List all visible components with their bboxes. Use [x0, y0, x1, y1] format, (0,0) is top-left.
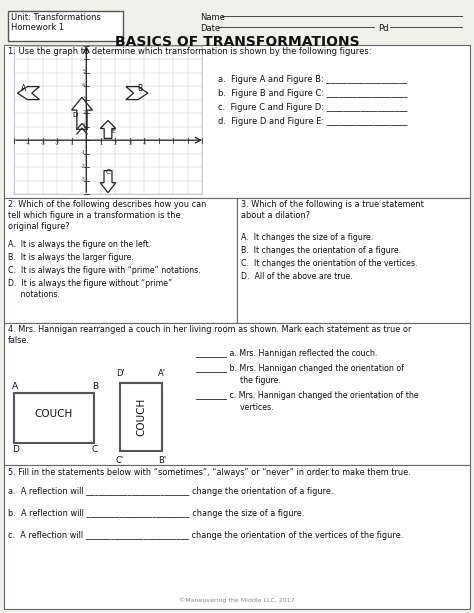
Text: ________ b. Mrs. Hannigan changed the orientation of: ________ b. Mrs. Hannigan changed the or…	[195, 364, 404, 373]
Text: C.  It changes the orientation of the vertices.: C. It changes the orientation of the ver…	[241, 259, 418, 268]
Text: ©Maneuvering the Middle LLC, 2017: ©Maneuvering the Middle LLC, 2017	[179, 597, 295, 603]
Text: 2: 2	[114, 141, 117, 146]
Text: 1: 1	[99, 141, 102, 146]
Bar	[14, 393, 94, 443]
Text: -3: -3	[40, 141, 46, 146]
Text: D: D	[12, 445, 19, 454]
Text: B.  It is always the larger figure.: B. It is always the larger figure.	[8, 253, 134, 262]
Text: c.  A reflection will _________________________ change the orientation of the ve: c. A reflection will ___________________…	[8, 531, 403, 540]
Text: C: C	[106, 169, 110, 175]
Text: 4: 4	[82, 83, 85, 88]
Text: Pd: Pd	[378, 24, 389, 33]
Text: b.  Figure B and Figure C: ___________________: b. Figure B and Figure C: ______________…	[218, 89, 408, 98]
Text: ________ a. Mrs. Hannigan reflected the couch.: ________ a. Mrs. Hannigan reflected the …	[195, 349, 377, 358]
Text: Date: Date	[200, 24, 220, 33]
Text: -3: -3	[81, 177, 85, 182]
Bar	[4, 45, 470, 198]
Text: A: A	[21, 84, 26, 93]
Text: Name: Name	[200, 13, 225, 22]
Text: 3: 3	[128, 141, 131, 146]
Text: 3. Which of the following is a true statement
about a dilation?: 3. Which of the following is a true stat…	[241, 200, 424, 220]
Text: 3: 3	[82, 96, 85, 101]
Text: 4. Mrs. Hannigan rearranged a couch in her living room as shown. Mark each state: 4. Mrs. Hannigan rearranged a couch in h…	[8, 325, 411, 345]
Text: ________ c. Mrs. Hannigan changed the orientation of the: ________ c. Mrs. Hannigan changed the or…	[195, 391, 419, 400]
Text: C: C	[92, 445, 98, 454]
Text: 5: 5	[82, 69, 85, 74]
Text: D: D	[73, 112, 78, 118]
Bar	[4, 323, 470, 465]
Text: -2: -2	[55, 141, 60, 146]
Text: COUCH: COUCH	[136, 398, 146, 436]
Text: 1. Use the graph to determine which transformation is shown by the following fig: 1. Use the graph to determine which tran…	[8, 47, 372, 56]
Text: -1: -1	[81, 150, 85, 155]
Text: A.  It is always the figure on the left.: A. It is always the figure on the left.	[8, 240, 151, 249]
Text: 2. Which of the following describes how you can
tell which figure in a transform: 2. Which of the following describes how …	[8, 200, 206, 231]
Text: D.  It is always the figure without “prime”
     notations.: D. It is always the figure without “prim…	[8, 279, 172, 299]
Text: Homework 1: Homework 1	[11, 23, 64, 32]
Bar	[120, 383, 162, 451]
Bar	[4, 198, 237, 323]
Text: a.  A reflection will _________________________ change the orientation of a figu: a. A reflection will ___________________…	[8, 487, 333, 496]
Text: C.  It is always the figure with “prime” notations.: C. It is always the figure with “prime” …	[8, 266, 201, 275]
Text: 2: 2	[82, 110, 85, 115]
Text: B: B	[92, 382, 98, 391]
Text: d.  Figure D and Figure E: ___________________: d. Figure D and Figure E: ______________…	[218, 117, 408, 126]
Text: A.  It changes the size of a figure.: A. It changes the size of a figure.	[241, 233, 373, 242]
Text: Unit: Transformations: Unit: Transformations	[11, 13, 101, 22]
Text: -4: -4	[26, 141, 31, 146]
Text: BASICS OF TRANSFORMATIONS: BASICS OF TRANSFORMATIONS	[115, 35, 359, 49]
Text: A: A	[12, 382, 18, 391]
Text: D': D'	[116, 369, 125, 378]
Text: the figure.: the figure.	[205, 376, 281, 385]
Text: B.  It changes the orientation of a figure.: B. It changes the orientation of a figur…	[241, 246, 401, 255]
Bar	[14, 46, 202, 194]
Text: A': A'	[158, 369, 166, 378]
Text: c.  Figure C and Figure D: ___________________: c. Figure C and Figure D: ______________…	[218, 103, 407, 112]
Text: B': B'	[158, 456, 166, 465]
Bar	[237, 198, 470, 323]
Text: 1: 1	[82, 123, 85, 128]
Text: -1: -1	[69, 141, 74, 146]
Bar	[4, 465, 470, 609]
Text: B: B	[137, 84, 143, 93]
Text: D.  All of the above are true.: D. All of the above are true.	[241, 272, 353, 281]
Text: E: E	[111, 129, 115, 134]
Text: C': C'	[116, 456, 124, 465]
Text: 5. Fill in the statements below with “sometimes”, “always” or “never” in order t: 5. Fill in the statements below with “so…	[8, 468, 410, 477]
Text: -2: -2	[81, 164, 85, 169]
Bar	[8, 11, 123, 41]
Text: vertices.: vertices.	[205, 403, 273, 412]
Text: 4: 4	[143, 141, 146, 146]
Text: a.  Figure A and Figure B: ___________________: a. Figure A and Figure B: ______________…	[218, 75, 407, 84]
Text: b.  A reflection will _________________________ change the size of a figure.: b. A reflection will ___________________…	[8, 509, 304, 518]
Text: COUCH: COUCH	[35, 409, 73, 419]
